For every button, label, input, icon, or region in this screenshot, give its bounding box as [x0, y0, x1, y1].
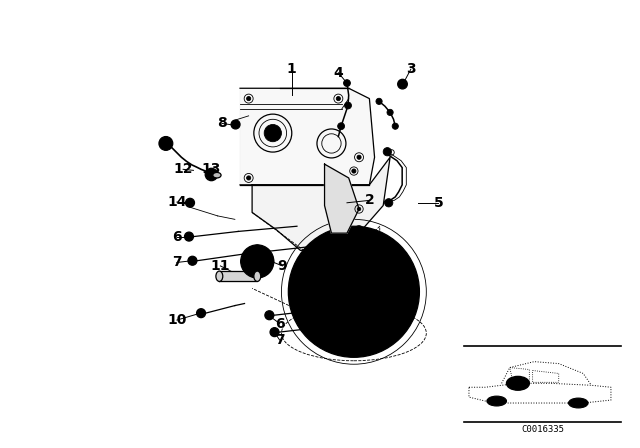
Circle shape	[199, 311, 203, 315]
Text: 6: 6	[172, 229, 182, 244]
Ellipse shape	[254, 271, 260, 281]
Circle shape	[383, 147, 392, 156]
Text: 8: 8	[217, 116, 227, 130]
Circle shape	[400, 82, 405, 86]
Circle shape	[387, 109, 393, 116]
Circle shape	[188, 201, 192, 205]
Circle shape	[289, 226, 419, 358]
Polygon shape	[220, 271, 257, 281]
Text: 13: 13	[201, 162, 220, 177]
Text: 3: 3	[406, 62, 415, 76]
Circle shape	[246, 96, 251, 101]
Circle shape	[250, 254, 264, 268]
Circle shape	[338, 123, 344, 129]
Circle shape	[190, 258, 195, 263]
Text: 11: 11	[211, 259, 230, 273]
Text: 12: 12	[173, 162, 193, 177]
Polygon shape	[252, 157, 390, 250]
Text: 9: 9	[278, 259, 287, 273]
Circle shape	[255, 245, 259, 249]
Circle shape	[186, 198, 195, 207]
Circle shape	[188, 256, 197, 265]
Circle shape	[357, 155, 361, 159]
Circle shape	[268, 313, 271, 317]
Circle shape	[255, 274, 259, 278]
Circle shape	[352, 169, 356, 173]
Text: 1: 1	[287, 62, 297, 76]
Circle shape	[376, 98, 382, 104]
Circle shape	[357, 228, 361, 232]
Circle shape	[205, 168, 218, 181]
Ellipse shape	[487, 396, 506, 406]
Circle shape	[273, 330, 276, 334]
Circle shape	[246, 176, 251, 180]
Text: 7: 7	[172, 255, 182, 269]
Text: 5: 5	[433, 196, 444, 210]
Circle shape	[187, 234, 191, 239]
Circle shape	[184, 232, 193, 241]
Circle shape	[506, 376, 529, 390]
Circle shape	[269, 259, 274, 263]
Circle shape	[385, 198, 393, 207]
Circle shape	[397, 79, 407, 89]
Text: 6: 6	[275, 317, 285, 331]
Circle shape	[231, 120, 240, 129]
Circle shape	[196, 309, 205, 318]
Polygon shape	[240, 88, 374, 185]
Circle shape	[392, 123, 398, 129]
Text: 7: 7	[275, 333, 285, 347]
Circle shape	[336, 96, 340, 101]
Circle shape	[159, 137, 173, 151]
Ellipse shape	[568, 398, 588, 408]
Ellipse shape	[216, 271, 223, 281]
Text: 4: 4	[333, 66, 343, 80]
Circle shape	[241, 245, 274, 278]
Ellipse shape	[212, 172, 221, 178]
Polygon shape	[324, 164, 359, 233]
Circle shape	[270, 327, 279, 336]
Circle shape	[234, 122, 237, 126]
Text: 2: 2	[365, 194, 374, 207]
Circle shape	[344, 80, 351, 86]
Circle shape	[344, 102, 351, 109]
Text: C0016335: C0016335	[521, 425, 564, 434]
Circle shape	[241, 259, 245, 263]
Circle shape	[357, 207, 361, 211]
Text: 14: 14	[167, 195, 187, 209]
Text: 10: 10	[167, 313, 187, 327]
Circle shape	[265, 311, 274, 320]
Circle shape	[264, 125, 282, 142]
